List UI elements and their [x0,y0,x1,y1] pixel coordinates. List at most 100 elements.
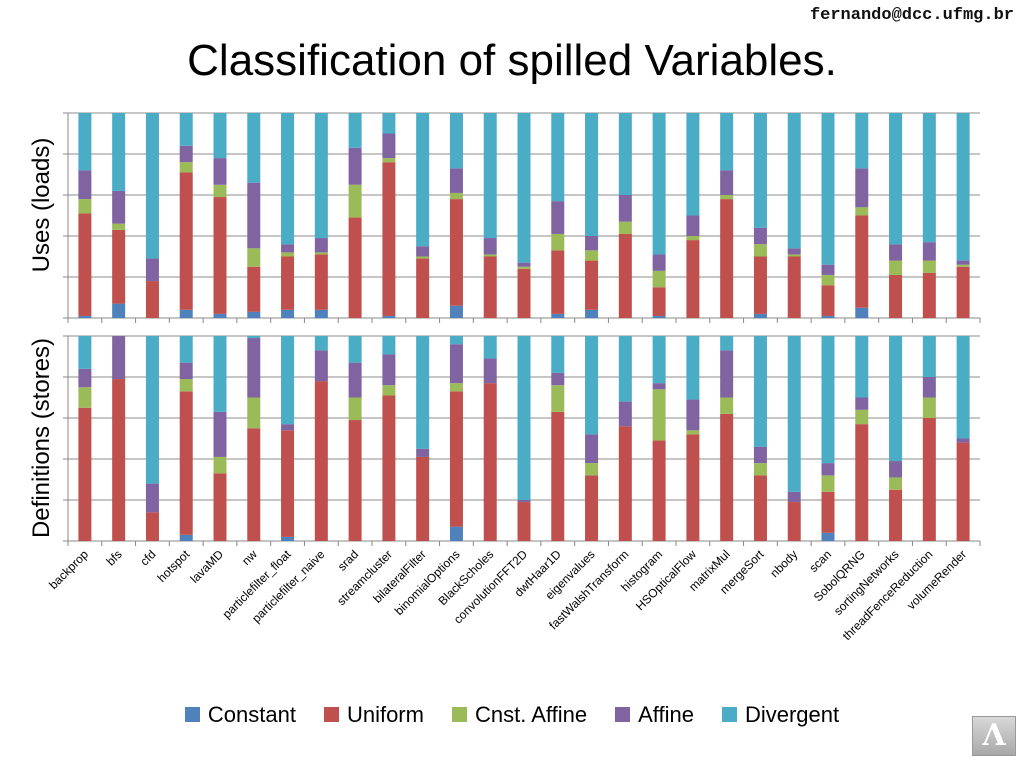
bar-cnst-affine-binomialoptions [449,192,463,200]
bar-affine-sobolqrng [855,397,869,410]
bar-divergent-fastwalshtransform [618,336,632,402]
bar-cnst-affine-hsopticalflow [686,236,700,241]
bar-divergent-particlefilter-naive [314,113,328,239]
bar-constant-nw [247,311,261,318]
bar-affine-streamcluster [382,354,396,386]
bar-uniform-threadfencereduction [922,418,936,541]
bar-uniform-fastwalshtransform [618,426,632,541]
bar-divergent-dwthaar1d [551,113,565,202]
bar-uniform-streamcluster [382,162,396,316]
bar-affine-bfs [112,336,126,380]
bar-divergent-eigenvalues [585,336,599,435]
bar-divergent-mergesort [753,336,767,447]
bar-uniform-particlefilter-naive [314,254,328,310]
bar-affine-blackscholes [483,238,497,255]
bar-constant-particlefilter-naive [314,309,328,318]
lambda-logo: Λ [972,716,1016,756]
bar-cnst-affine-nw [247,248,261,267]
bar-uniform-histogram [652,287,666,316]
bar-uniform-bfs [112,379,126,541]
bar-affine-blackscholes [483,358,497,384]
bar-divergent-nbody [787,336,801,492]
bar-uniform-nbody [787,256,801,318]
bar-affine-srad [348,362,362,398]
bar-uniform-matrixmul [720,413,734,541]
bar-affine-mergesort [753,446,767,464]
bar-uniform-particlefilter-float [281,430,295,537]
bar-uniform-matrixmul [720,199,734,318]
bar-affine-histogram [652,254,666,271]
bar-affine-fastwalshtransform [618,195,632,222]
bar-affine-cfd [145,258,159,282]
bar-divergent-fastwalshtransform [618,113,632,195]
bar-constant-eigenvalues [585,309,599,318]
bar-affine-sobolqrng [855,168,869,208]
bar-cnst-affine-particlefilter-float [281,252,295,257]
bar-affine-threadfencereduction [922,377,936,398]
bar-affine-eigenvalues [585,236,599,251]
bar-divergent-sobolqrng [855,113,869,169]
bar-divergent-binomialoptions [449,113,463,169]
bar-constant-binomialoptions [449,305,463,318]
bar-divergent-volumerender [956,113,970,261]
bar-affine-hsopticalflow [686,215,700,236]
bar-uniform-volumerender [956,442,970,541]
bar-divergent-eigenvalues [585,113,599,236]
author-email[interactable]: fernando@dcc.ufmg.br [809,6,1014,25]
bar-cnst-affine-bilateralfilter [416,256,430,259]
bar-cnst-affine-mergesort [753,244,767,257]
bar-affine-bilateralfilter [416,246,430,257]
bar-constant-particlefilter-float [281,536,295,541]
bar-cnst-affine-hotspot [179,379,193,392]
category-label-cfd: cfd [137,547,158,568]
bar-uniform-backprop [78,213,92,316]
bar-uniform-sobolqrng [855,215,869,308]
bar-constant-particlefilter-float [281,309,295,318]
legend-item-divergent: Divergent [721,702,840,728]
bar-cnst-affine-threadfencereduction [922,397,936,418]
bar-uniform-scan [821,491,835,533]
bar-cnst-affine-nw [247,397,261,429]
bar-constant-binomialoptions [449,526,463,541]
bar-affine-hsopticalflow [686,399,700,431]
bar-constant-hotspot [179,309,193,318]
bar-cnst-affine-sobolqrng [855,207,869,216]
bar-affine-convolutionfft2d [517,500,531,503]
legend-label: Uniform [346,702,424,727]
legend-swatch [615,706,631,722]
bar-cnst-affine-lavamd [213,456,227,474]
bar-divergent-hotspot [179,336,193,363]
bar-divergent-scan [821,113,835,265]
bar-uniform-scan [821,285,835,316]
bar-divergent-histogram [652,336,666,384]
bar-affine-cfd [145,483,159,513]
bar-cnst-affine-histogram [652,270,666,288]
bar-divergent-bilateralfilter [416,113,430,247]
bar-uniform-nbody [787,502,801,541]
bar-cnst-affine-matrixmul [720,397,734,414]
bar-uniform-hotspot [179,391,193,535]
bar-cnst-affine-streamcluster [382,385,396,396]
bar-cnst-affine-nbody [787,254,801,257]
bar-affine-eigenvalues [585,434,599,464]
bar-uniform-cfd [145,512,159,541]
bar-uniform-binomialoptions [449,391,463,527]
legend-swatch [184,706,200,722]
bar-affine-threadfencereduction [922,242,936,261]
bar-divergent-threadfencereduction [922,336,936,377]
bar-cnst-affine-hotspot [179,162,193,173]
bar-uniform-nw [247,428,261,541]
bar-uniform-particlefilter-float [281,256,295,310]
bar-constant-scan [821,532,835,541]
bar-cnst-affine-srad [348,184,362,218]
bar-uniform-bilateralfilter [416,258,430,318]
bar-divergent-volumerender [956,336,970,439]
bar-uniform-blackscholes [483,256,497,318]
legend-label: Divergent [744,702,840,727]
bar-divergent-particlefilter-float [281,113,295,245]
bar-cnst-affine-sortingnetworks [889,260,903,275]
bar-constant-bfs [112,303,126,318]
bar-constant-histogram [652,315,666,318]
bar-uniform-hsopticalflow [686,240,700,318]
bar-uniform-lavamd [213,197,227,314]
